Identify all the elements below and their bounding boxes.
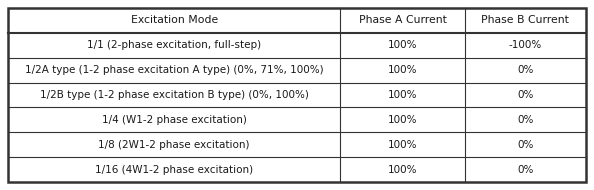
- Bar: [340, 8, 465, 33]
- Text: 1/2A type (1-2 phase excitation A type) (0%, 71%, 100%): 1/2A type (1-2 phase excitation A type) …: [25, 65, 324, 75]
- Text: 100%: 100%: [388, 165, 417, 175]
- Text: 1/1 (2-phase excitation, full-step): 1/1 (2-phase excitation, full-step): [87, 40, 261, 50]
- Text: 100%: 100%: [388, 115, 417, 125]
- Bar: [465, 58, 586, 83]
- Text: 100%: 100%: [388, 65, 417, 75]
- Bar: [340, 107, 465, 132]
- Text: Excitation Mode: Excitation Mode: [131, 15, 218, 25]
- Bar: [340, 58, 465, 83]
- Bar: [465, 157, 586, 182]
- Text: 100%: 100%: [388, 40, 417, 50]
- Bar: [465, 107, 586, 132]
- Text: 1/2B type (1-2 phase excitation B type) (0%, 100%): 1/2B type (1-2 phase excitation B type) …: [40, 90, 309, 100]
- Text: 0%: 0%: [517, 65, 533, 75]
- Bar: [8, 83, 340, 107]
- Bar: [8, 58, 340, 83]
- Bar: [465, 8, 586, 33]
- Text: 0%: 0%: [517, 115, 533, 125]
- Text: 0%: 0%: [517, 140, 533, 150]
- Bar: [465, 83, 586, 107]
- Bar: [8, 8, 340, 33]
- Text: 100%: 100%: [388, 90, 417, 100]
- Text: Phase A Current: Phase A Current: [359, 15, 447, 25]
- Text: 100%: 100%: [388, 140, 417, 150]
- Bar: [340, 157, 465, 182]
- Text: 1/4 (W1-2 phase excitation): 1/4 (W1-2 phase excitation): [102, 115, 247, 125]
- Bar: [8, 107, 340, 132]
- Text: Phase B Current: Phase B Current: [481, 15, 569, 25]
- Bar: [8, 157, 340, 182]
- Bar: [340, 132, 465, 157]
- Bar: [8, 132, 340, 157]
- Bar: [340, 33, 465, 58]
- Bar: [8, 33, 340, 58]
- Bar: [340, 83, 465, 107]
- Text: 1/16 (4W1-2 phase excitation): 1/16 (4W1-2 phase excitation): [95, 165, 253, 175]
- Text: 1/8 (2W1-2 phase excitation): 1/8 (2W1-2 phase excitation): [99, 140, 250, 150]
- Text: 0%: 0%: [517, 165, 533, 175]
- Bar: [465, 132, 586, 157]
- Text: 0%: 0%: [517, 90, 533, 100]
- Text: -100%: -100%: [508, 40, 542, 50]
- Bar: [465, 33, 586, 58]
